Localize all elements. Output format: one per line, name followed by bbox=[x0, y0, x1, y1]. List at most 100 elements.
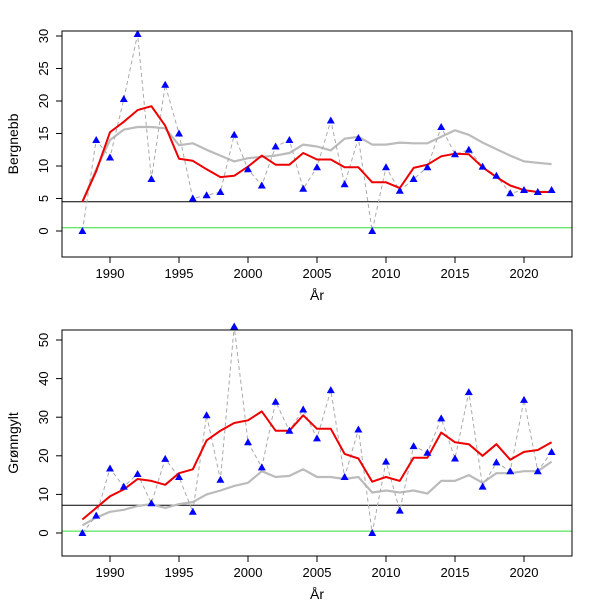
x-tick-label: 2000 bbox=[234, 266, 263, 281]
y-tick-label: 10 bbox=[36, 487, 51, 501]
plot-border bbox=[61, 329, 573, 557]
x-tick-label: 2010 bbox=[372, 565, 401, 580]
point-2004 bbox=[299, 405, 308, 413]
point-2010 bbox=[382, 457, 390, 465]
y-tick-label: 40 bbox=[36, 371, 51, 385]
y-tick-label: 25 bbox=[36, 61, 51, 75]
point-2017 bbox=[478, 482, 487, 490]
point-2007 bbox=[340, 180, 349, 188]
y-tick-label: 10 bbox=[36, 159, 51, 173]
point-2014 bbox=[437, 414, 446, 422]
x-axis-title: År bbox=[310, 586, 324, 602]
point-1995 bbox=[175, 473, 183, 481]
point-2006 bbox=[326, 116, 335, 124]
point-2014 bbox=[437, 123, 446, 130]
point-2013 bbox=[423, 163, 432, 171]
point-1992 bbox=[133, 30, 142, 38]
point-1999 bbox=[230, 130, 239, 138]
point-2012 bbox=[409, 442, 418, 450]
chart-panel-1: 1990 1995 2000 2005 2010 2015 2020 0 5 10 15 20 25 30… bbox=[5, 29, 573, 303]
point-2009 bbox=[368, 227, 377, 234]
point-2019 bbox=[506, 189, 515, 197]
point-1997 bbox=[202, 191, 211, 199]
point-1995 bbox=[175, 129, 183, 137]
point-1998 bbox=[216, 475, 225, 483]
point-1989 bbox=[92, 136, 101, 143]
point-2016 bbox=[464, 388, 473, 396]
point-2004 bbox=[299, 184, 308, 192]
point-2003 bbox=[285, 426, 294, 434]
x-tick-label: 1990 bbox=[96, 266, 125, 281]
x-tick-label: 2000 bbox=[234, 565, 263, 580]
y-tick-label: 0 bbox=[36, 529, 51, 536]
y-axis-title: Grønngylt bbox=[5, 412, 21, 474]
point-2005 bbox=[313, 434, 321, 442]
point-1990 bbox=[106, 153, 114, 161]
point-2001 bbox=[257, 181, 266, 189]
point-1994 bbox=[161, 80, 170, 88]
x-tick-label: 2020 bbox=[510, 565, 539, 580]
point-2018 bbox=[492, 458, 501, 466]
point-1988 bbox=[78, 529, 87, 536]
y-tick-label: 30 bbox=[36, 410, 51, 424]
x-tick-label: 1995 bbox=[165, 565, 194, 580]
y-tick-label: 20 bbox=[36, 94, 51, 108]
x-tick-label: 2015 bbox=[441, 565, 470, 580]
point-1988 bbox=[78, 227, 87, 234]
series-running-mean-line bbox=[81, 105, 552, 203]
point-2011 bbox=[395, 506, 404, 514]
y-tick-label: 20 bbox=[36, 449, 51, 463]
point-2015 bbox=[451, 454, 459, 462]
point-2021 bbox=[533, 467, 542, 475]
point-2020 bbox=[520, 395, 528, 403]
x-tick-label: 2010 bbox=[372, 266, 401, 281]
point-2021 bbox=[533, 188, 542, 195]
point-2006 bbox=[326, 386, 335, 394]
point-1996 bbox=[188, 194, 197, 202]
point-2022 bbox=[547, 186, 556, 194]
point-2002 bbox=[271, 142, 280, 150]
x-tick-label: 2015 bbox=[441, 266, 470, 281]
y-axis-title: Bergnebb bbox=[5, 113, 21, 174]
point-1994 bbox=[161, 454, 170, 462]
point-2019 bbox=[506, 467, 515, 475]
x-tick-label: 2005 bbox=[303, 565, 332, 580]
point-2008 bbox=[354, 134, 363, 142]
x-tick-label: 2020 bbox=[510, 266, 539, 281]
point-1999 bbox=[230, 322, 239, 330]
plot-area bbox=[62, 33, 572, 232]
point-1996 bbox=[188, 507, 197, 515]
point-2022 bbox=[547, 447, 556, 455]
series-running-mean-line bbox=[81, 410, 553, 521]
point-1997 bbox=[202, 411, 211, 419]
point-2007 bbox=[340, 473, 349, 481]
y-tick-label: 0 bbox=[36, 227, 51, 234]
point-2018 bbox=[492, 171, 501, 179]
chart-panel-2: 1990 1995 2000 2005 2010 2015 2020 0 10 20 30 40 50 Å… bbox=[5, 322, 573, 602]
y-tick-label: 50 bbox=[36, 333, 51, 347]
x-tick-label: 1990 bbox=[96, 565, 125, 580]
point-2020 bbox=[520, 186, 528, 194]
point-2013 bbox=[423, 448, 432, 456]
point-2000 bbox=[244, 438, 252, 446]
point-2005 bbox=[313, 163, 321, 171]
series-long-term-mean-line bbox=[81, 125, 552, 203]
point-2001 bbox=[257, 463, 266, 471]
x-axis-title: År bbox=[310, 287, 324, 303]
series-long-term-mean-line bbox=[81, 460, 553, 527]
point-1998 bbox=[216, 188, 225, 195]
point-2015 bbox=[451, 150, 459, 158]
y-tick-label: 30 bbox=[36, 29, 51, 43]
point-2009 bbox=[368, 529, 377, 536]
x-tick-label: 1995 bbox=[165, 266, 194, 281]
point-2010 bbox=[382, 163, 390, 171]
point-2008 bbox=[354, 425, 363, 433]
point-2000 bbox=[244, 165, 252, 173]
point-1991 bbox=[119, 482, 128, 490]
y-tick-label: 15 bbox=[36, 126, 51, 140]
x-tick-label: 2005 bbox=[303, 266, 332, 281]
y-tick-label: 5 bbox=[36, 195, 51, 202]
plot-area bbox=[62, 330, 572, 534]
plot-border bbox=[61, 30, 573, 258]
